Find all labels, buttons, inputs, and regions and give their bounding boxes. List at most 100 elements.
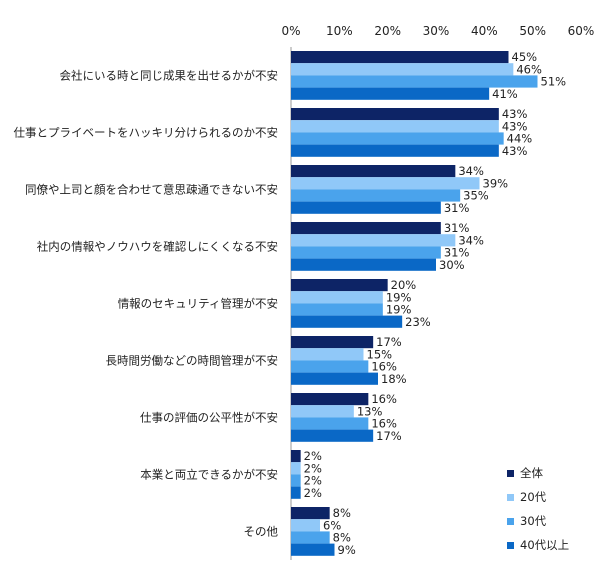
bar-3-3	[291, 258, 436, 271]
data-label-0-1: 46%	[516, 62, 542, 76]
data-label-6-1: 13%	[357, 404, 383, 418]
bar-6-1	[291, 405, 354, 418]
data-label-7-0: 2%	[304, 449, 322, 463]
data-label-2-0: 34%	[458, 164, 484, 178]
x-tick-label-2: 20%	[374, 24, 401, 38]
bar-5-0	[291, 336, 374, 349]
x-tick-label-4: 40%	[471, 24, 498, 38]
bar-0-0	[291, 51, 509, 64]
bar-1-2	[291, 132, 504, 145]
category-label-0: 会社にいる時と同じ成果を出せるかが不安	[60, 68, 279, 82]
data-label-1-0: 43%	[502, 107, 528, 121]
category-label-2: 同僚や上司と顔を合わせて意思疎通できない不安	[25, 182, 278, 196]
data-label-5-2: 16%	[371, 360, 397, 374]
data-label-4-0: 20%	[391, 278, 417, 292]
bar-8-2	[291, 531, 330, 544]
data-label-6-0: 16%	[371, 392, 397, 406]
bar-1-1	[291, 120, 499, 133]
data-label-1-1: 43%	[502, 119, 528, 133]
bar-6-0	[291, 393, 369, 406]
bar-7-0	[291, 450, 301, 463]
bar-1-0	[291, 108, 499, 121]
data-label-4-3: 23%	[405, 315, 431, 329]
bar-7-2	[291, 474, 301, 487]
legend-swatch-3	[507, 542, 514, 549]
data-label-5-3: 18%	[381, 372, 407, 386]
data-label-8-1: 6%	[323, 518, 341, 532]
bar-0-1	[291, 63, 514, 76]
legend-swatch-2	[507, 518, 514, 525]
bar-2-2	[291, 189, 461, 202]
legend: 全体 20代 30代 40代以上	[507, 466, 569, 552]
x-tick-label-6: 60%	[568, 24, 595, 38]
bar-2-0	[291, 165, 456, 178]
data-label-5-1: 15%	[367, 347, 393, 361]
data-label-0-0: 45%	[512, 50, 538, 64]
legend-label-1: 20代	[520, 490, 547, 504]
data-label-7-3: 2%	[304, 486, 322, 500]
data-label-6-2: 16%	[371, 417, 397, 431]
category-label-6: 仕事の評価の公平性が不安	[140, 410, 278, 424]
x-tick-label-0: 0%	[281, 24, 300, 38]
data-label-8-0: 8%	[333, 506, 351, 520]
data-label-8-3: 9%	[338, 543, 356, 557]
bar-0-3	[291, 87, 490, 100]
bar-3-2	[291, 246, 441, 259]
legend-swatch-1	[507, 494, 514, 501]
legend-label-2: 30代	[520, 514, 547, 528]
bar-layer	[291, 51, 538, 556]
data-label-1-3: 43%	[502, 144, 528, 158]
data-label-3-0: 31%	[444, 221, 470, 235]
bar-3-0	[291, 222, 441, 235]
bar-4-0	[291, 279, 388, 292]
bar-6-2	[291, 417, 369, 430]
data-label-5-0: 17%	[376, 335, 402, 349]
data-label-1-2: 44%	[507, 132, 533, 146]
bar-2-3	[291, 201, 441, 214]
category-label-5: 長時間労働などの時間管理が不安	[106, 353, 279, 367]
data-label-6-3: 17%	[376, 429, 402, 443]
bar-8-3	[291, 543, 335, 556]
data-label-0-2: 51%	[541, 75, 567, 89]
bar-8-1	[291, 519, 320, 532]
bar-2-1	[291, 177, 480, 190]
legend-label-0: 全体	[520, 466, 543, 480]
data-label-7-1: 2%	[304, 461, 322, 475]
bar-5-2	[291, 360, 369, 373]
bar-8-0	[291, 507, 330, 520]
data-label-8-2: 8%	[333, 531, 351, 545]
data-label-4-1: 19%	[386, 290, 412, 304]
legend-swatch-0	[507, 470, 514, 477]
x-tick-label-5: 50%	[519, 24, 546, 38]
bar-6-3	[291, 429, 374, 442]
category-label-4: 情報のセキュリティ管理が不安	[118, 296, 278, 310]
category-label-3: 社内の情報やノウハウを確認しにくくなる不安	[37, 239, 278, 253]
bar-5-1	[291, 348, 364, 361]
x-tick-label-3: 30%	[423, 24, 450, 38]
bar-4-2	[291, 303, 383, 316]
bar-7-3	[291, 486, 301, 499]
bar-4-1	[291, 291, 383, 304]
label-layer: 会社にいる時と同じ成果を出せるかが不安 45%46%51% 41% 仕事とプライベート…	[14, 50, 567, 557]
x-tick-label-1: 10%	[326, 24, 353, 38]
category-label-7: 本業と両立できるかが不安	[140, 467, 278, 481]
data-label-2-3: 31%	[444, 201, 470, 215]
data-label-3-1: 34%	[458, 233, 484, 247]
data-label-4-2: 19%	[386, 303, 412, 317]
data-label-2-2: 35%	[463, 189, 489, 203]
bar-1-3	[291, 144, 499, 157]
bar-3-1	[291, 234, 456, 247]
category-label-1: 仕事とプライベートをハッキリ分けられるのか不安	[14, 125, 279, 139]
data-label-3-3: 30%	[439, 258, 465, 272]
bar-5-3	[291, 372, 378, 385]
data-label-2-1: 39%	[483, 176, 509, 190]
bar-0-2	[291, 75, 538, 88]
bar-4-3	[291, 315, 403, 328]
legend-label-3: 40代以上	[520, 538, 569, 552]
data-label-7-2: 2%	[304, 474, 322, 488]
bar-7-1	[291, 462, 301, 475]
category-label-8: その他	[244, 524, 279, 538]
data-label-3-2: 31%	[444, 246, 470, 260]
data-label-0-3: 41%	[492, 87, 518, 101]
